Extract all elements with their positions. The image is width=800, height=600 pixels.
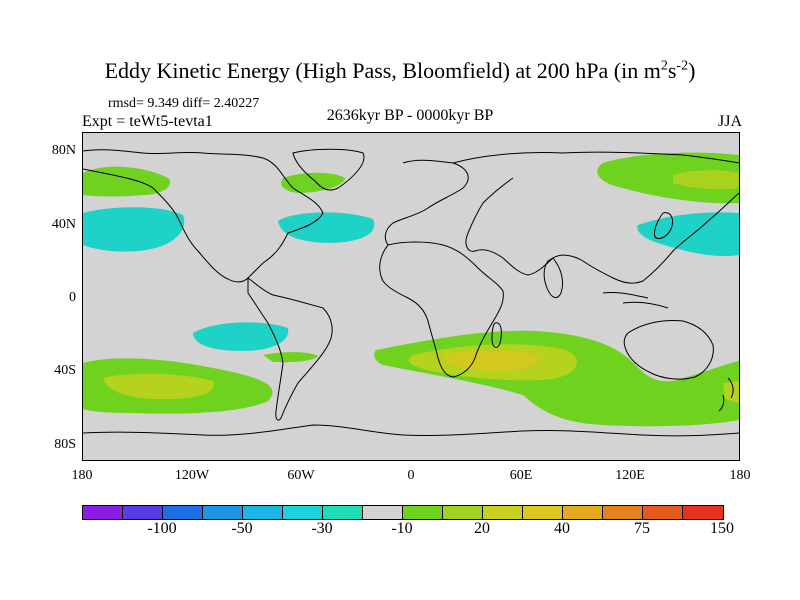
colorbar-swatch [203, 506, 243, 519]
colorbar-swatch [163, 506, 203, 519]
colorbar-swatch [363, 506, 403, 519]
colorbar-labels: -100 -50 -30 -10 20 40 75 150 [82, 520, 740, 540]
coastlines [83, 148, 739, 437]
lon-label-180e: 180 [729, 468, 751, 483]
coast-africa [379, 241, 504, 378]
anomaly-green-siberia [597, 152, 739, 204]
coast-australia [623, 320, 714, 380]
anomaly-cyan-east-asia [637, 212, 739, 257]
colorbar-label: -100 [147, 520, 177, 537]
lat-label-equator: 0 [69, 290, 76, 305]
colorbar-swatch [283, 506, 323, 519]
experiment-label: Expt = teWt5-tevta1 [82, 113, 213, 130]
anomaly-yellowgreen-south-pacific [103, 373, 214, 400]
lat-label-40n: 40N [51, 217, 76, 232]
colorbar-label: -30 [311, 520, 333, 537]
colorbar-swatch [403, 506, 443, 519]
colorbar-label: -10 [391, 520, 413, 537]
lat-label-40s: 40S [54, 363, 76, 378]
anomaly-green-north-pacific-west [83, 166, 171, 197]
lat-label-80s: 80S [54, 437, 76, 452]
colorbar-label: 75 [634, 520, 650, 537]
anomaly-yellow-south-indian [443, 350, 539, 371]
colorbar-label: 40 [554, 520, 570, 537]
anomaly-fields [83, 152, 739, 427]
lon-label-60e: 60E [509, 468, 533, 483]
lon-label-180w: 180 [71, 468, 93, 483]
colorbar-label: 150 [710, 520, 734, 537]
colorbar-label: 20 [474, 520, 490, 537]
anomaly-green-south-america-strip [263, 352, 318, 363]
lon-label-60w: 60W [287, 468, 315, 483]
anomaly-cyan-north-atlantic [278, 212, 375, 243]
colorbar-swatch [523, 506, 563, 519]
coast-north-america [83, 149, 324, 283]
lon-label-120e: 120E [615, 468, 645, 483]
colorbar-swatch [483, 506, 523, 519]
colorbar-label: -50 [231, 520, 253, 537]
coast-india [543, 257, 564, 299]
map-panel [82, 132, 740, 461]
anomaly-yellowgreen-south-pacific-east [723, 381, 739, 403]
coast-antarctica [83, 424, 739, 437]
colorbar-swatch [643, 506, 683, 519]
anomaly-cyan-north-pacific [83, 207, 185, 252]
colorbar-swatch [683, 506, 723, 519]
colorbar-swatch [123, 506, 163, 519]
anomaly-yellowgreen-siberia [673, 170, 739, 190]
lon-label-0: 0 [407, 468, 415, 483]
season-label: JJA [717, 113, 742, 130]
colorbar-swatch [243, 506, 283, 519]
colorbar-swatch [443, 506, 483, 519]
statistics-label: rmsd= 9.349 diff= 2.40227 [108, 96, 260, 111]
map-canvas [83, 148, 739, 437]
lat-label-80n: 80N [51, 143, 76, 158]
colorbar-swatch [83, 506, 123, 519]
coast-new-zealand [718, 377, 734, 412]
anomaly-cyan-southeast-pacific [193, 322, 289, 351]
coast-europe [384, 159, 469, 246]
coast-indonesia [602, 292, 669, 309]
coast-south-america [247, 277, 333, 421]
colorbar [82, 505, 724, 520]
coast-japan [654, 212, 674, 240]
coast-madagascar [491, 322, 502, 348]
anomaly-green-greenland [281, 172, 345, 193]
colorbar-swatch [603, 506, 643, 519]
map-title: Eddy Kinetic Energy (High Pass, Bloomfie… [104, 58, 696, 83]
coast-greenland [292, 148, 365, 191]
colorbar-swatch [323, 506, 363, 519]
colorbar-swatch [563, 506, 603, 519]
period-label: 2636kyr BP - 0000kyr BP [326, 107, 494, 124]
lon-label-120w: 120W [174, 468, 210, 483]
